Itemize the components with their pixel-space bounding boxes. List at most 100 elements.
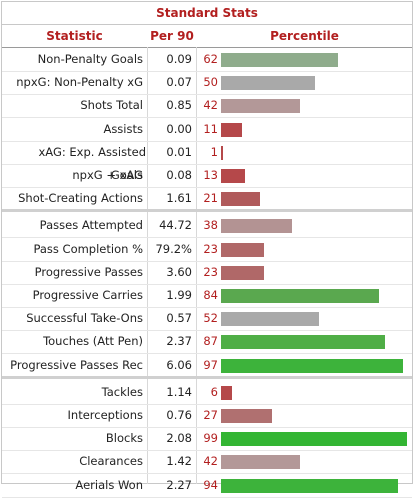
percentile-value: 87	[203, 334, 218, 349]
stat-name[interactable]: Progressive Passes Rec	[10, 357, 143, 372]
table-row: Successful Take-Ons 0.57 52	[2, 307, 412, 332]
stat-name[interactable]: Blocks	[105, 431, 143, 446]
per90-value: 0.09	[166, 52, 192, 66]
per90-value: 1.99	[166, 288, 192, 302]
stat-name[interactable]: xAG: Exp. Assisted Goals	[38, 144, 146, 182]
percentile-value: 84	[203, 288, 218, 302]
column-divider	[196, 47, 197, 484]
per90-value: 3.60	[166, 264, 192, 279]
percentile-bar	[221, 358, 403, 373]
percentile-bar	[221, 478, 398, 493]
percentile-bar	[221, 289, 379, 303]
table-row: Assists 0.00 11	[2, 118, 412, 142]
percentile-bar	[221, 312, 319, 327]
percentile-bar	[221, 219, 292, 234]
percentile-value: 99	[203, 431, 218, 446]
table-row: Pass Completion % 79.2% 23	[2, 238, 412, 262]
percentile-bar	[221, 169, 245, 183]
percentile-bar	[221, 265, 264, 280]
stat-name[interactable]: Aerials Won	[75, 477, 143, 492]
percentile-bar	[221, 76, 315, 91]
group-separator	[2, 209, 412, 213]
percentile-bar	[221, 385, 232, 400]
percentile-value: 23	[203, 241, 218, 256]
stat-name[interactable]: npxG: Non-Penalty xG	[16, 75, 143, 90]
per90-value: 6.06	[166, 357, 192, 372]
table-row: Passes Attempted 44.72 38	[2, 214, 412, 239]
stat-name[interactable]: npxG + xAG	[72, 168, 143, 182]
table-row: xAG: Exp. Assisted Goals 0.01 1	[2, 141, 412, 182]
percentile-bar	[221, 455, 300, 470]
per90-value: 0.07	[166, 75, 192, 90]
percentile-value: 94	[203, 477, 218, 492]
percentile-bar	[221, 53, 338, 67]
table-row: Shot-Creating Actions 1.61 21	[2, 187, 412, 212]
header-statistic[interactable]: Statistic	[2, 25, 147, 48]
group-separator	[2, 375, 412, 379]
percentile-value: 42	[203, 98, 218, 113]
percentile-bar	[221, 242, 264, 257]
percentile-value: 62	[203, 52, 218, 66]
stat-name[interactable]: Shot-Creating Actions	[18, 191, 143, 206]
table-row: Shots Total 0.85 42	[2, 94, 412, 119]
header-percentile[interactable]: Percentile	[197, 25, 412, 48]
per90-value: 2.08	[166, 431, 192, 446]
per90-value: 79.2%	[155, 241, 192, 256]
per90-value: 0.76	[166, 408, 192, 422]
percentile-bar	[221, 99, 300, 114]
percentile-bar	[221, 145, 223, 160]
table-row: Progressive Passes Rec 6.06 97	[2, 354, 412, 378]
table-row: Progressive Passes 3.60 23	[2, 261, 412, 285]
stat-name[interactable]: Tackles	[101, 384, 143, 399]
stat-name[interactable]: Successful Take-Ons	[26, 311, 143, 326]
stat-name[interactable]: Touches (Att Pen)	[43, 334, 143, 349]
per90-value: 0.85	[166, 98, 192, 113]
stat-name[interactable]: Passes Attempted	[39, 218, 143, 233]
per90-value: 0.08	[166, 168, 192, 182]
percentile-bar	[221, 122, 242, 137]
percentile-value: 27	[203, 408, 218, 422]
percentile-value: 13	[203, 168, 218, 182]
stat-name[interactable]: Progressive Passes	[34, 264, 143, 279]
table-title: Standard Stats	[2, 2, 412, 25]
per90-value: 1.61	[166, 191, 192, 206]
percentile-value: 38	[203, 218, 218, 233]
per90-value: 1.14	[166, 384, 192, 399]
stat-name[interactable]: Assists	[103, 121, 143, 136]
percentile-bar	[221, 192, 260, 207]
percentile-value: 6	[210, 384, 218, 399]
stat-name[interactable]: Pass Completion %	[33, 241, 143, 256]
table-row: npxG + xAG 0.08 13	[2, 164, 412, 188]
table-row: Touches (Att Pen) 2.37 87	[2, 330, 412, 355]
stat-name[interactable]: Clearances	[79, 454, 143, 469]
table-row: Clearances 1.42 42	[2, 450, 412, 475]
percentile-value: 52	[203, 311, 218, 326]
percentile-value: 42	[203, 454, 218, 469]
per90-value: 0.00	[166, 121, 192, 136]
percentile-value: 50	[203, 75, 218, 90]
percentile-value: 97	[203, 357, 218, 372]
table-row: Interceptions 0.76 27	[2, 404, 412, 428]
stat-name[interactable]: Non-Penalty Goals	[37, 52, 143, 66]
stat-name[interactable]: Shots Total	[80, 98, 143, 113]
stat-name[interactable]: Progressive Carries	[32, 288, 143, 302]
percentile-value: 1	[210, 144, 218, 159]
table-row: Blocks 2.08 99	[2, 427, 412, 452]
header-per90[interactable]: Per 90	[148, 25, 196, 48]
per90-value: 44.72	[159, 218, 192, 233]
table-row: Aerials Won 2.27 94	[2, 474, 412, 498]
percentile-bar	[221, 432, 407, 447]
table-row: Progressive Carries 1.99 84	[2, 284, 412, 308]
per90-value: 2.37	[166, 334, 192, 349]
stat-name[interactable]: Interceptions	[67, 408, 143, 422]
column-divider	[147, 47, 148, 484]
per90-value: 0.57	[166, 311, 192, 326]
percentile-value: 23	[203, 264, 218, 279]
table-row: Tackles 1.14 6	[2, 381, 412, 405]
per90-value: 1.42	[166, 454, 192, 469]
percentile-value: 11	[203, 121, 218, 136]
per90-value: 2.27	[166, 477, 192, 492]
table-row: Non-Penalty Goals 0.09 62	[2, 48, 412, 72]
percentile-bar	[221, 335, 385, 350]
